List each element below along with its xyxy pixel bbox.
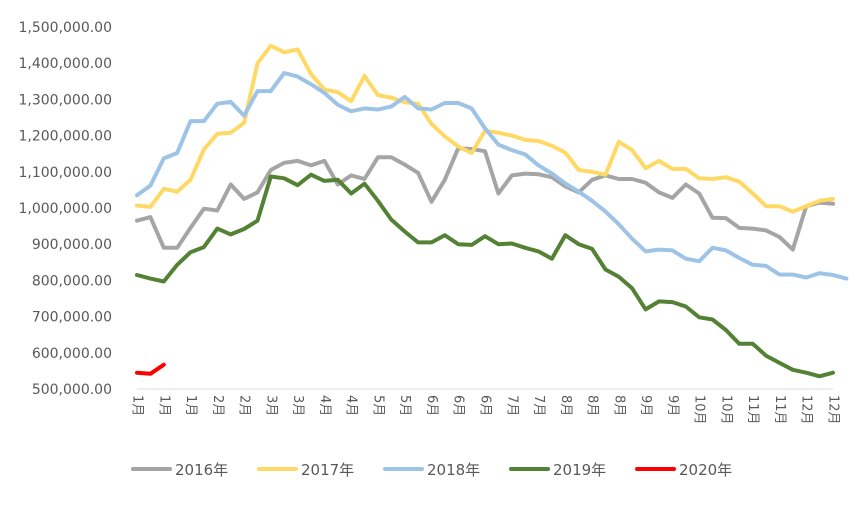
y-tick-label: 1,500,000.00: [18, 20, 112, 36]
y-tick-label: 700,000.00: [32, 310, 112, 326]
legend: 2016年 2017年 2018年 2019年 2020年: [131, 461, 732, 479]
x-tick-label: 2月: [237, 395, 252, 416]
series-line-3: [135, 71, 849, 281]
x-tick-label: 12月: [799, 395, 814, 425]
x-tick-label: 12月: [826, 395, 841, 425]
legend-label: 2020年: [679, 461, 732, 479]
x-tick-label: 6月: [478, 395, 493, 416]
x-tick-label: 11月: [745, 395, 760, 425]
x-tick-label: 9月: [665, 395, 680, 416]
y-tick-label: 1,400,000.00: [18, 56, 112, 72]
x-tick-label: 4月: [344, 395, 359, 416]
x-tick-label: 2月: [210, 395, 225, 416]
series-line-4: [135, 172, 835, 379]
series-line-5: [135, 362, 166, 376]
legend-label: 2017年: [301, 461, 354, 479]
x-tick-label: 11月: [772, 395, 787, 425]
legend-label: 2019年: [553, 461, 606, 479]
x-tick-label: 9月: [638, 395, 653, 416]
y-tick-label: 1,100,000.00: [18, 165, 112, 181]
x-tick-label: 1月: [130, 395, 145, 416]
x-tick-label: 4月: [317, 395, 332, 416]
x-tick-label: 6月: [451, 395, 466, 416]
x-tick-label: 10月: [692, 395, 707, 425]
x-axis: 1月 1月 1月 2月 2月 3月 3月 4月 4月 5月 5月 6月 6月 6月 7月 7月 8月 8月 8月 9月…: [130, 395, 841, 425]
x-tick-label: 3月: [290, 395, 305, 416]
x-tick-label: 8月: [611, 395, 626, 416]
x-tick-label: 8月: [585, 395, 600, 416]
y-tick-label: 900,000.00: [32, 237, 112, 253]
x-tick-label: 1月: [183, 395, 198, 416]
x-tick-label: 10月: [718, 395, 733, 425]
y-axis: 500,000.00 600,000.00 700,000.00 800,000.00…: [18, 20, 112, 398]
x-tick-label: 3月: [263, 395, 278, 416]
y-tick-label: 600,000.00: [32, 346, 112, 362]
legend-label: 2016年: [175, 461, 228, 479]
plot-area: [135, 43, 849, 379]
y-tick-label: 500,000.00: [32, 382, 112, 398]
x-tick-label: 5月: [397, 395, 412, 416]
x-tick-label: 5月: [370, 395, 385, 416]
series-line-1: [135, 146, 835, 252]
x-tick-label: 1月: [156, 395, 171, 416]
y-tick-label: 1,200,000.00: [18, 129, 112, 145]
y-tick-label: 1,300,000.00: [18, 92, 112, 108]
y-tick-label: 800,000.00: [32, 273, 112, 289]
y-tick-label: 1,000,000.00: [18, 201, 112, 217]
x-tick-label: 7月: [504, 395, 519, 416]
legend-label: 2018年: [427, 461, 480, 479]
x-tick-label: 6月: [424, 395, 439, 416]
x-tick-label: 8月: [558, 395, 573, 416]
x-tick-label: 7月: [531, 395, 546, 416]
